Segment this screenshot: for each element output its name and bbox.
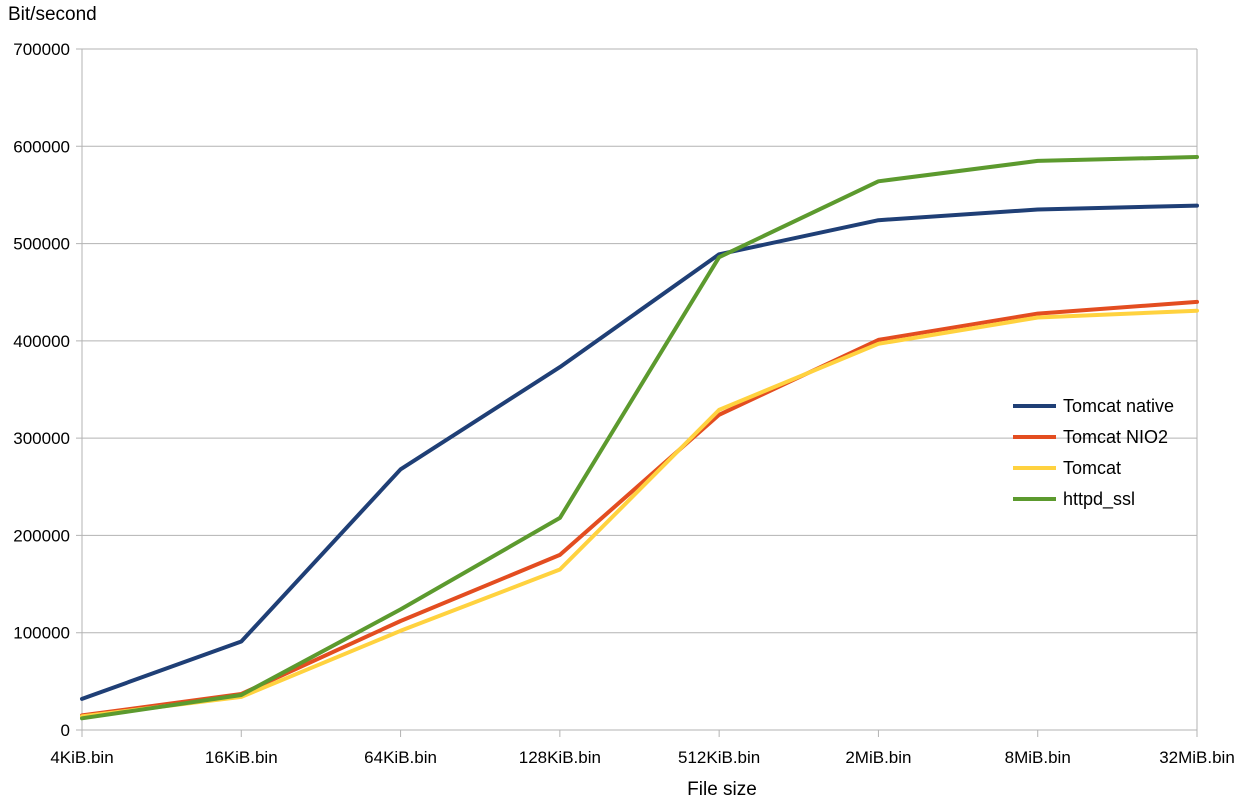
y-tick-label: 500000 [13, 235, 70, 254]
y-tick-label: 200000 [13, 526, 70, 545]
y-axis-tick-labels: 0 100000 200000 300000 400000 500000 600000 700… [13, 40, 70, 740]
series-line-tomcat-nio2 [80, 299, 1199, 718]
gridlines [76, 48, 1198, 737]
legend: Tomcat native Tomcat NIO2 Tomcat httpd_ssl [1013, 396, 1174, 510]
y-axis-title: Bit/second [8, 4, 97, 25]
x-axis-tick-labels: 4KiB.bin 16KiB.bin 64KiB.bin 128KiB.bin 512K… [50, 748, 1234, 767]
series-line-tomcat [80, 308, 1199, 719]
x-tick-label: 2MiB.bin [845, 748, 911, 767]
legend-entry: httpd_ssl [1063, 489, 1135, 510]
x-tick-label: 128KiB.bin [519, 748, 601, 767]
x-tick-label: 512KiB.bin [678, 748, 760, 767]
x-tick-label: 4KiB.bin [50, 748, 113, 767]
y-tick-label: 400000 [13, 332, 70, 351]
x-tick-label: 64KiB.bin [364, 748, 437, 767]
series-line-httpd-ssl [80, 155, 1199, 721]
x-axis-title: File size [687, 779, 757, 799]
series-lines [80, 155, 1199, 721]
x-tick-label: 8MiB.bin [1005, 748, 1071, 767]
legend-entry: Tomcat NIO2 [1063, 427, 1168, 447]
legend-entry: Tomcat native [1063, 396, 1174, 416]
x-tick-label: 16KiB.bin [205, 748, 278, 767]
y-tick-label: 0 [61, 721, 70, 740]
x-tick-label: 32MiB.bin [1159, 748, 1235, 767]
y-tick-label: 600000 [13, 137, 70, 156]
y-tick-label: 100000 [13, 624, 70, 643]
legend-entry: Tomcat [1063, 458, 1121, 478]
series-line-tomcat-native [80, 203, 1199, 701]
y-tick-label: 700000 [13, 40, 70, 59]
y-tick-label: 300000 [13, 429, 70, 448]
